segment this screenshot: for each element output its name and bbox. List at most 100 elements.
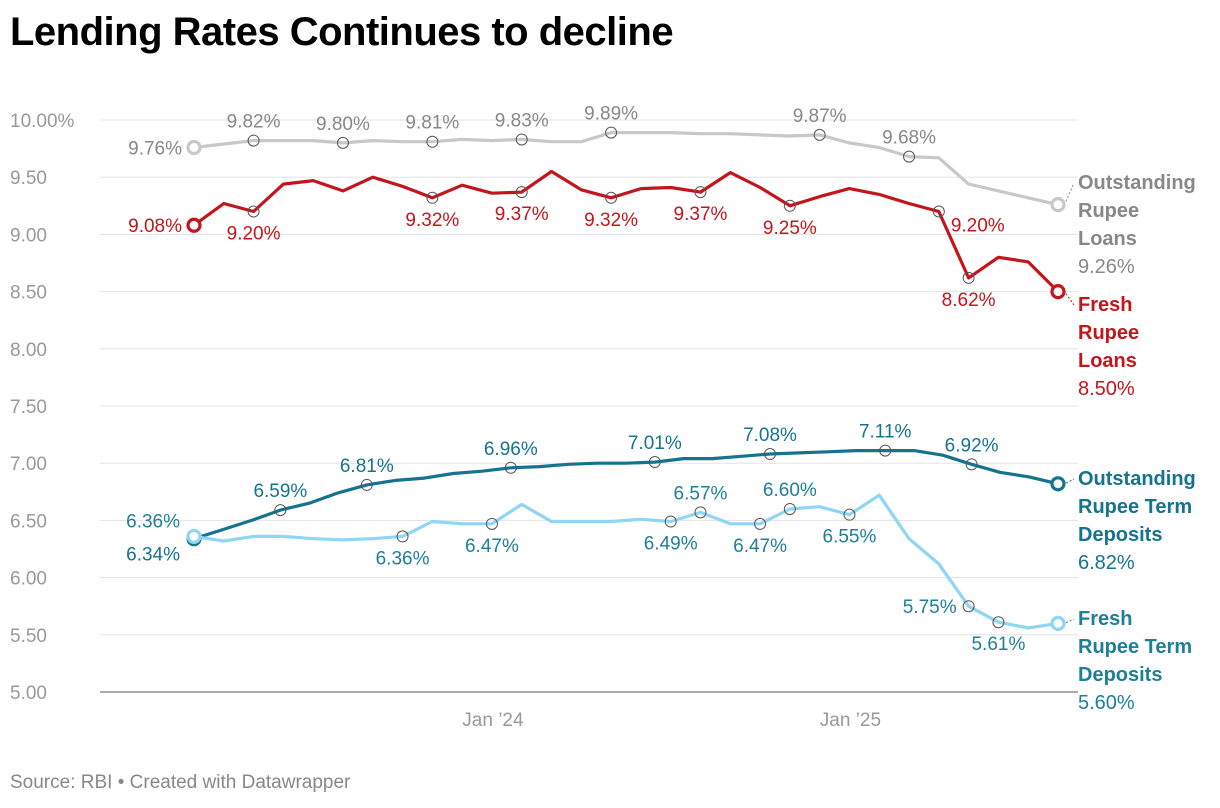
data-label: 9.89% — [584, 104, 638, 125]
annotation-marker[interactable] — [336, 136, 349, 149]
annotation-marker[interactable] — [694, 506, 707, 519]
series-name-label: Outstanding — [1078, 172, 1196, 194]
annotation-marker[interactable] — [965, 458, 978, 471]
series-name-label: Loans — [1078, 228, 1137, 250]
data-label: 6.60% — [763, 480, 817, 501]
gridlines — [100, 119, 1078, 693]
annotation-marker[interactable] — [962, 271, 975, 284]
annotation-marker[interactable] — [274, 504, 287, 517]
annotation-marker[interactable] — [694, 186, 707, 199]
data-label: 6.92% — [945, 435, 999, 456]
y-tick-label: 8.00 — [10, 340, 47, 361]
axis-ticks: 5.00 5.50 6.00 6.50 7.00 7.50 8.00 8.50 9.00 9.50… — [10, 111, 881, 731]
annotation-marker[interactable] — [879, 444, 892, 457]
annotation-marker[interactable] — [648, 456, 661, 469]
footer-separator: • — [117, 772, 125, 793]
y-tick-label: 9.50 — [10, 168, 47, 189]
data-label: 6.57% — [674, 483, 728, 504]
series-end-marker[interactable] — [1050, 284, 1066, 300]
data-label: 6.96% — [484, 439, 538, 460]
data-label: 9.25% — [763, 218, 817, 239]
source-text: Source: RBI — [10, 772, 113, 793]
annotation-marker[interactable] — [504, 461, 517, 474]
data-label: 9.68% — [882, 128, 936, 149]
end-label-connector — [1065, 478, 1075, 484]
series-name-label: Rupee — [1078, 200, 1139, 222]
data-label: 9.76% — [128, 138, 182, 159]
data-label: 9.32% — [405, 210, 459, 231]
series-name-label: Rupee — [1078, 322, 1139, 344]
data-label: 6.47% — [465, 536, 519, 557]
y-tick-label: 6.00 — [10, 569, 47, 590]
series-start-marker[interactable] — [186, 217, 202, 233]
data-label: 9.08% — [128, 216, 182, 237]
annotation-marker[interactable] — [247, 134, 260, 147]
series-name-label: Fresh — [1078, 608, 1132, 630]
series-line — [192, 449, 1060, 541]
y-tick-label: 9.00 — [10, 225, 47, 246]
footer: Source: RBI • Created with Datawrapper — [10, 772, 350, 794]
data-label: 7.01% — [628, 433, 682, 454]
chart-title: Lending Rates Continues to decline — [10, 10, 674, 54]
point-markers — [186, 126, 1066, 631]
data-label: 6.34% — [126, 545, 180, 566]
data-label: 6.81% — [340, 456, 394, 477]
annotation-marker[interactable] — [605, 126, 618, 139]
annotation-marker[interactable] — [247, 205, 260, 218]
data-label: 9.37% — [495, 204, 549, 225]
data-label: 6.36% — [376, 548, 430, 569]
data-label: 6.55% — [823, 527, 877, 548]
annotation-marker[interactable] — [360, 478, 373, 491]
data-label: 6.49% — [644, 534, 698, 555]
annotation-marker[interactable] — [485, 517, 498, 530]
annotation-marker[interactable] — [932, 205, 945, 218]
annotation-marker[interactable] — [903, 150, 916, 163]
annotation-marker[interactable] — [426, 135, 439, 148]
series-line — [192, 169, 1060, 294]
series-end-marker[interactable] — [1050, 615, 1066, 631]
data-label: 6.36% — [126, 511, 180, 532]
series-name-label: Deposits — [1078, 524, 1162, 546]
data-label: 9.20% — [951, 216, 1005, 237]
annotation-marker[interactable] — [605, 191, 618, 204]
data-label: 7.08% — [743, 425, 797, 446]
data-label: 5.75% — [903, 597, 957, 618]
data-label: 9.80% — [316, 114, 370, 135]
series-name-label: Fresh — [1078, 294, 1132, 316]
annotation-marker[interactable] — [515, 186, 528, 199]
series-end-value: 9.26% — [1078, 256, 1135, 278]
series-end-marker[interactable] — [1050, 197, 1066, 213]
data-label: 9.82% — [227, 112, 281, 133]
x-tick-label: Jan ’24 — [462, 710, 524, 731]
annotation-marker[interactable] — [962, 600, 975, 613]
y-tick-label: 8.50 — [10, 283, 47, 304]
annotation-marker[interactable] — [783, 199, 796, 212]
data-label: 6.47% — [733, 536, 787, 557]
data-label: 7.11% — [859, 422, 912, 443]
series-start-marker[interactable] — [186, 139, 202, 156]
annotation-marker[interactable] — [992, 616, 1005, 629]
y-tick-label: 5.00 — [10, 683, 47, 704]
series-start-marker[interactable] — [186, 528, 202, 545]
data-label: 6.59% — [253, 481, 307, 502]
annotation-marker[interactable] — [426, 191, 439, 204]
y-tick-label: 7.50 — [10, 397, 47, 418]
annotation-marker[interactable] — [764, 448, 776, 461]
annotation-marker[interactable] — [843, 508, 856, 521]
annotation-marker[interactable] — [783, 502, 796, 515]
x-tick-label: Jan ’25 — [820, 710, 881, 731]
annotation-marker[interactable] — [813, 128, 826, 141]
annotation-marker[interactable] — [664, 515, 677, 528]
data-labels: 9.76% 9.82% 9.80% 9.81% 9.83% 9.89% 9.87% 9.68%… — [126, 104, 1025, 656]
annotation-marker[interactable] — [396, 530, 409, 543]
annotation-marker[interactable] — [515, 133, 528, 146]
series-end-marker[interactable] — [1050, 476, 1066, 492]
series-end-labels: Outstanding Rupee Loans 9.26% Fresh Rupee Loan… — [1065, 172, 1196, 714]
credit-link[interactable]: Created with Datawrapper — [129, 772, 351, 793]
series-end-value: 8.50% — [1078, 378, 1135, 400]
y-tick-label: 7.00 — [10, 454, 47, 475]
annotation-marker[interactable] — [754, 517, 767, 530]
series-name-label: Rupee Term — [1078, 636, 1192, 658]
series-line — [192, 131, 1060, 207]
